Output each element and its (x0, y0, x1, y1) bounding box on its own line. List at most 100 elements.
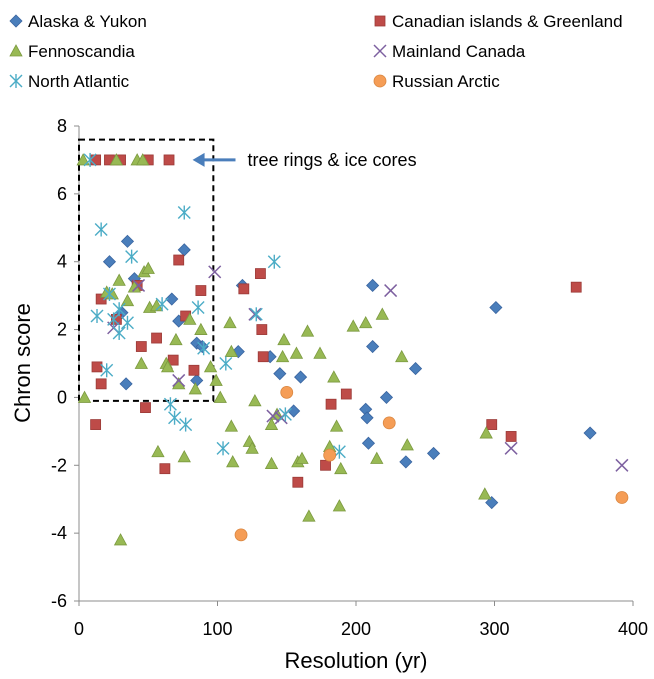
data-point (278, 407, 292, 422)
y-tick-label: 2 (57, 320, 67, 340)
legend-item-alaska-and-yukon: Alaska & Yukon (9, 12, 147, 31)
data-point (94, 222, 108, 237)
data-point (300, 324, 315, 337)
data-point (76, 153, 90, 166)
data-point (141, 261, 155, 274)
x-tick-label: 0 (74, 619, 84, 639)
data-point (135, 341, 147, 352)
data-point (583, 426, 597, 440)
data-point (194, 322, 208, 335)
series-canadian-islands-and-greenland (90, 154, 582, 488)
x-tick-label: 400 (618, 619, 648, 639)
data-point (360, 411, 374, 425)
data-point (165, 292, 179, 306)
data-point (292, 476, 304, 488)
data-point (489, 300, 503, 315)
data-point (151, 444, 165, 458)
data-point (295, 451, 309, 464)
data-point (366, 339, 380, 354)
data-point (313, 346, 327, 359)
series-alaska-and-yukon (102, 234, 597, 510)
data-point (479, 426, 493, 439)
data-point (323, 448, 337, 462)
annotation-arrow-head (192, 152, 205, 167)
data-point (149, 298, 164, 312)
legend-item-canadian-islands-and-greenland: Canadian islands & Greenland (374, 12, 623, 31)
data-point (325, 398, 337, 410)
data-point (255, 268, 266, 279)
data-point (132, 278, 146, 292)
data-point (151, 332, 162, 344)
data-point (109, 153, 124, 166)
data-point (245, 441, 259, 454)
data-point (280, 385, 294, 399)
data-point (102, 286, 116, 301)
data-point (346, 319, 360, 332)
data-point (486, 419, 498, 430)
data-point (359, 315, 373, 329)
y-tick-label: -6 (51, 591, 67, 611)
data-point (408, 362, 423, 376)
data-point (375, 307, 389, 320)
data-point (163, 397, 177, 412)
data-point (125, 249, 139, 264)
y-tick-label: 8 (57, 116, 67, 136)
data-point (173, 254, 185, 266)
data-point (203, 360, 218, 373)
data-point (327, 370, 341, 383)
legend-marker-alaska-and-yukon (9, 14, 23, 28)
data-point (570, 281, 582, 293)
data-point (264, 417, 279, 430)
x-axis-title: Resolution (yr) (284, 648, 427, 673)
data-point (163, 154, 175, 166)
data-point (177, 205, 191, 220)
legend-item-russian-arctic: Russian Arctic (373, 72, 500, 91)
y-tick-label: -2 (51, 455, 67, 475)
data-point (100, 363, 114, 378)
data-point (90, 419, 102, 430)
data-point (102, 255, 117, 269)
data-point (504, 441, 518, 455)
data-point (224, 419, 239, 432)
legend-item-fennoscandia: Fennoscandia (9, 42, 135, 61)
data-point (399, 455, 413, 469)
y-tick-label: 6 (57, 184, 67, 204)
legend-label: Alaska & Yukon (28, 12, 147, 31)
series-north-atlantic (83, 152, 346, 459)
data-point (119, 377, 133, 391)
data-point (90, 309, 104, 323)
data-point (195, 285, 207, 296)
data-point (320, 459, 331, 471)
data-point (191, 300, 205, 315)
data-point (188, 382, 203, 395)
data-point (266, 409, 280, 423)
data-point (379, 390, 394, 404)
data-point (287, 404, 301, 418)
data-point (275, 349, 290, 363)
ticks: -6 -4 -2 0 2 4 6 8 0 100 200 300 400 (51, 116, 648, 639)
annotation: tree rings & ice cores (78, 138, 417, 402)
legend-marker-mainland-canada (373, 44, 387, 58)
x-tick-label: 200 (341, 619, 371, 639)
data-point (238, 283, 250, 295)
data-point (213, 390, 227, 403)
legend-marker-russian-arctic (373, 74, 387, 88)
series-russian-arctic (234, 385, 629, 542)
data-point (370, 451, 384, 464)
data-point (294, 370, 308, 384)
data-point (179, 417, 193, 432)
data-point (334, 461, 348, 475)
data-point (478, 487, 492, 500)
legend-marker-fennoscandia (9, 44, 23, 57)
series-fennoscandia (76, 153, 493, 546)
legend-marker-canadian-islands-and-greenland (374, 15, 386, 27)
legend-marker-north-atlantic (9, 74, 23, 88)
legend-label: Mainland Canada (392, 42, 526, 61)
data-point (112, 325, 126, 340)
data-point (183, 312, 197, 325)
data-point (615, 458, 629, 472)
data-point (302, 509, 316, 522)
data-point (95, 378, 107, 390)
data-point (113, 533, 128, 546)
data-point (273, 367, 287, 381)
